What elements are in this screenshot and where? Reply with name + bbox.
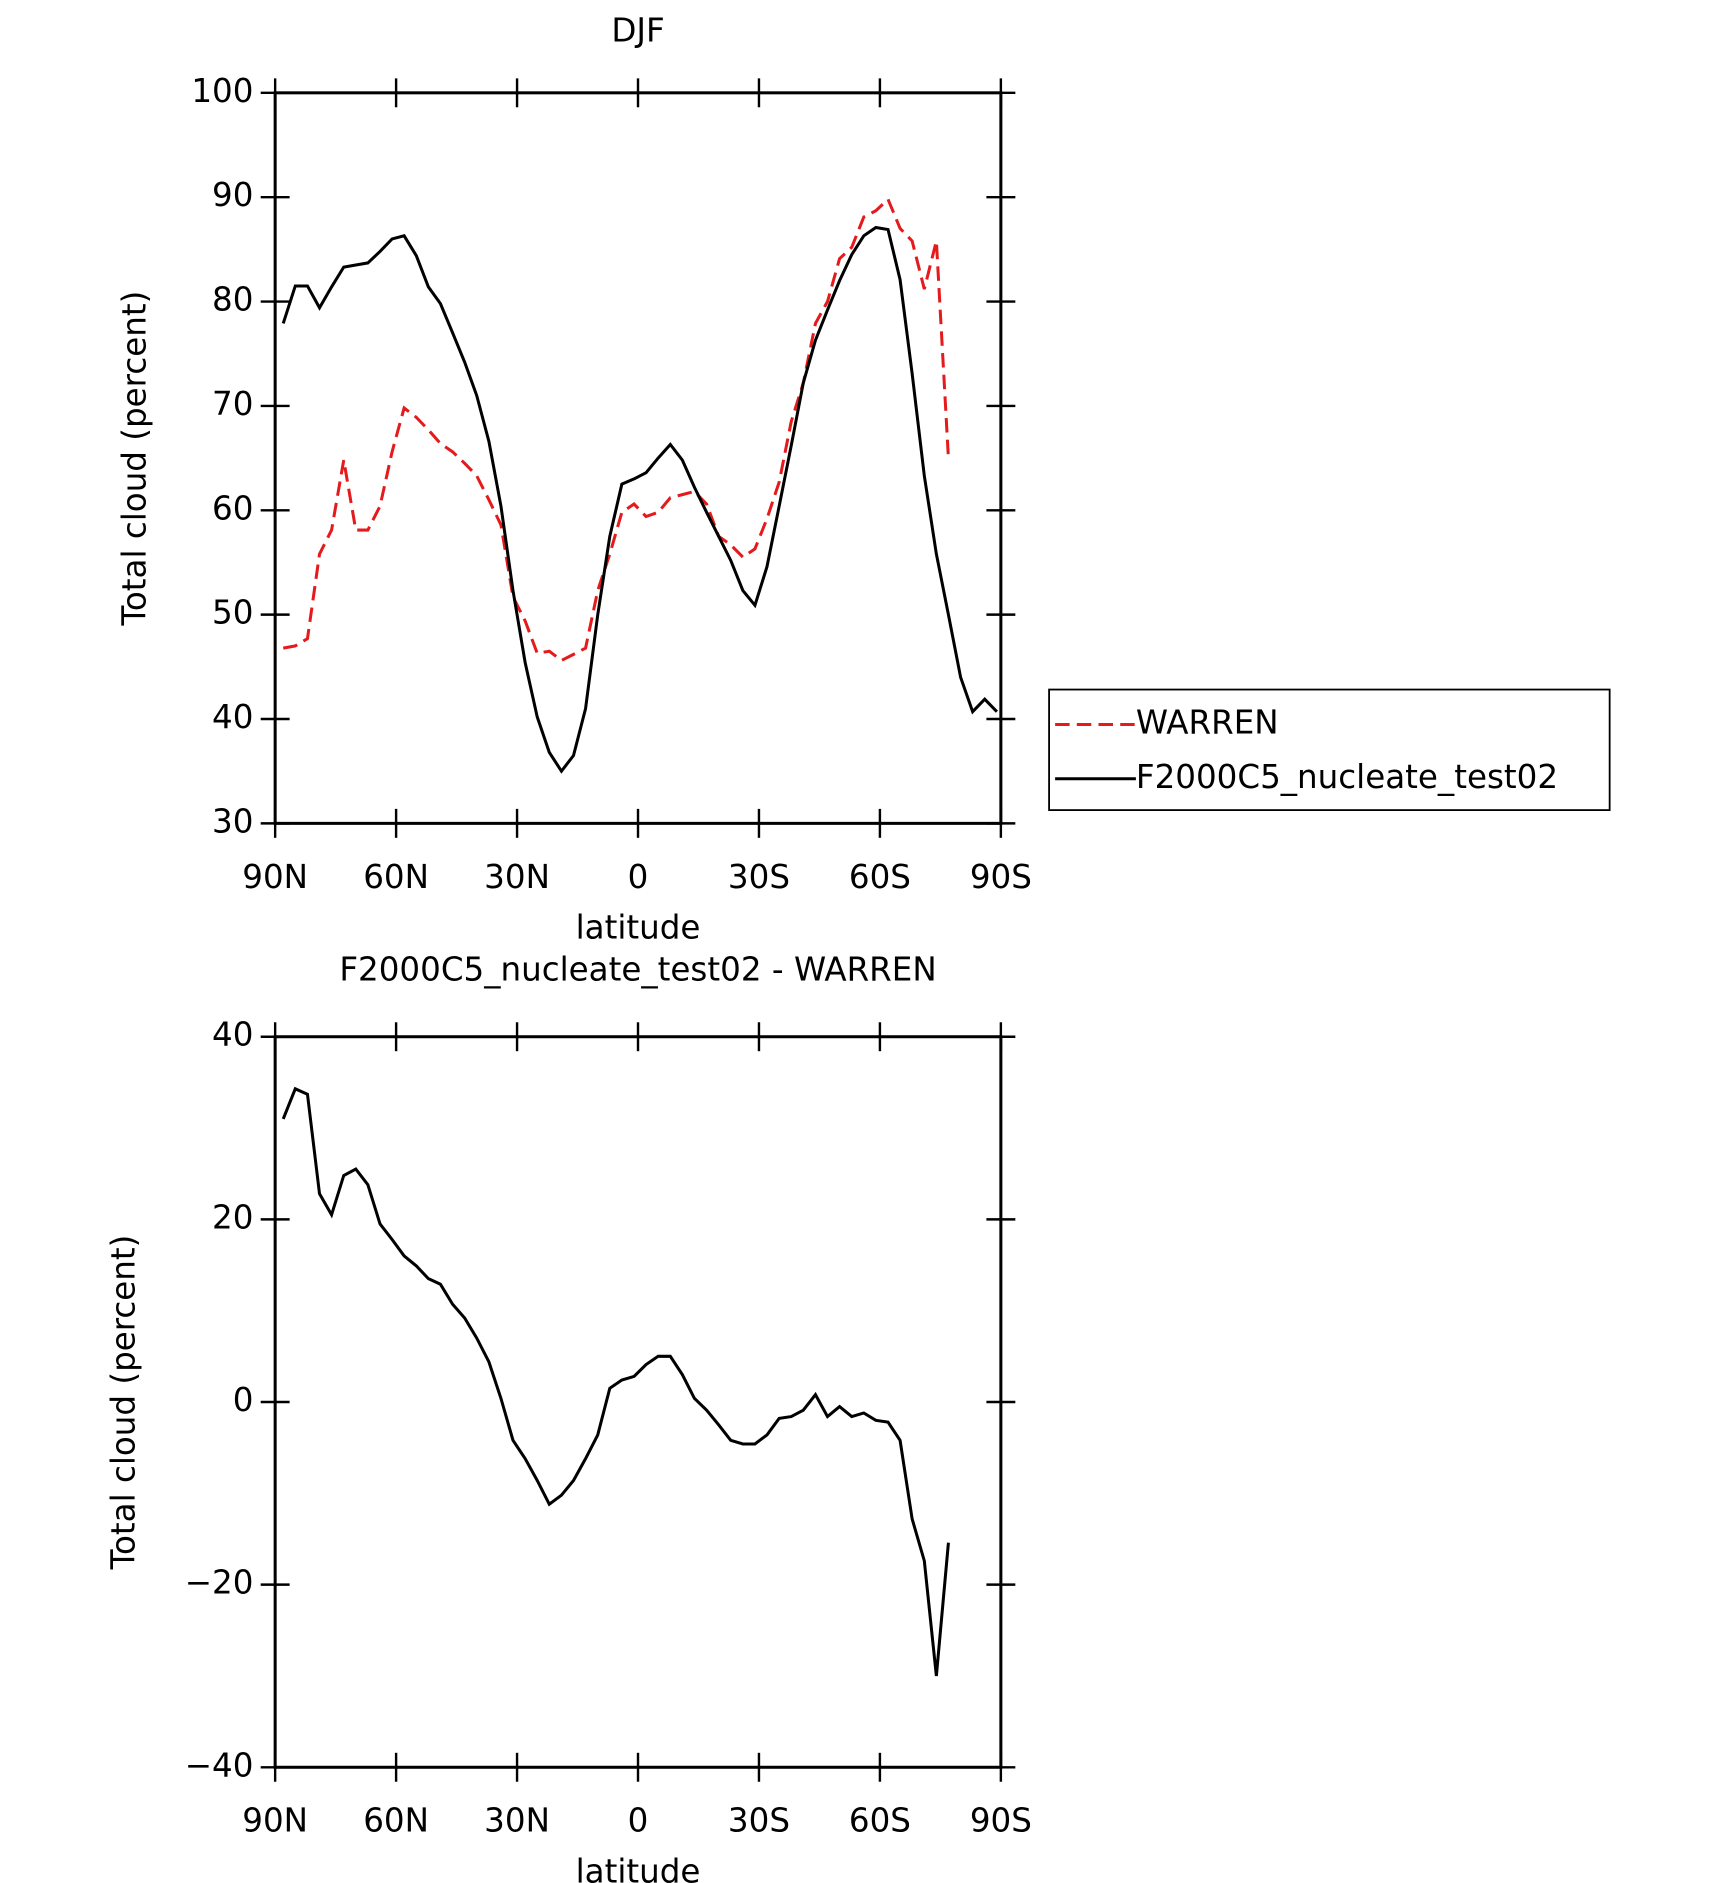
x-tick-label: 60S	[849, 858, 911, 896]
legend-box	[1048, 688, 1611, 812]
y-tick-label: 40	[212, 1016, 253, 1054]
x-tick-label: 30S	[728, 858, 790, 896]
x-tick-label: 90S	[970, 1802, 1032, 1840]
x-axis-label: latitude	[576, 1852, 701, 1883]
x-tick-label: 90N	[242, 1802, 308, 1840]
y-tick-label: 40	[212, 698, 253, 736]
y-tick-label: −40	[185, 1746, 254, 1784]
y-tick-label: 80	[212, 281, 253, 319]
chart-title: DJF	[611, 12, 664, 50]
x-tick-label: 30N	[484, 858, 550, 896]
y-tick-label: 50	[212, 594, 253, 632]
data-line	[281, 225, 998, 774]
x-tick-label: 60S	[849, 1802, 911, 1840]
y-tick-label: 70	[212, 385, 253, 423]
y-tick-label: 0	[233, 1381, 254, 1419]
y-axis-label: Total cloud (percent)	[116, 291, 154, 627]
x-tick-label: 30S	[728, 1802, 790, 1840]
legend-label: F2000C5_nucleate_test02	[1136, 758, 1558, 796]
plot-frame	[273, 1035, 1003, 1769]
y-tick-label: 20	[212, 1198, 253, 1236]
x-tick-label: 30N	[484, 1802, 550, 1840]
legend-label: WARREN	[1136, 704, 1279, 742]
y-axis-label: Total cloud (percent)	[105, 1235, 143, 1571]
x-tick-label: 0	[628, 858, 649, 896]
x-tick-label: 0	[628, 1802, 649, 1840]
chart-title: F2000C5_nucleate_test02 - WARREN	[339, 951, 936, 989]
x-tick-label: 60N	[363, 858, 429, 896]
x-tick-label: 60N	[363, 1802, 429, 1840]
y-tick-label: 100	[191, 72, 253, 110]
x-tick-label: 90S	[970, 858, 1032, 896]
y-tick-label: 90	[212, 176, 253, 214]
x-tick-label: 90N	[242, 858, 308, 896]
plot-frame	[273, 91, 1003, 825]
data-line	[282, 196, 950, 663]
y-tick-label: −20	[185, 1564, 254, 1602]
x-axis-label: latitude	[576, 908, 701, 946]
data-line	[281, 1086, 950, 1677]
y-tick-label: 60	[212, 489, 253, 527]
y-tick-label: 30	[212, 802, 253, 840]
